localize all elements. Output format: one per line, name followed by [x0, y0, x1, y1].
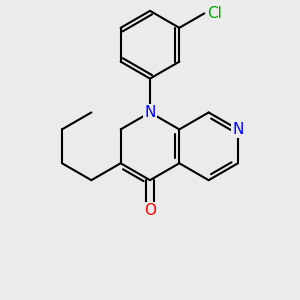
- Text: N: N: [144, 105, 156, 120]
- Text: O: O: [144, 203, 156, 218]
- Text: N: N: [232, 122, 244, 137]
- Text: Cl: Cl: [207, 6, 222, 21]
